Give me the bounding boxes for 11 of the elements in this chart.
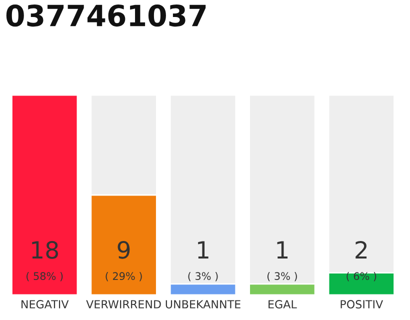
data-label: 1 ( 3% )	[188, 241, 218, 282]
x-tick-label: EGAL	[268, 300, 297, 308]
data-label: 2 ( 6% )	[346, 240, 376, 282]
data-label: 9 ( 29% )	[106, 240, 142, 282]
chart-title: 0377461037	[6, 4, 206, 27]
data-label: 18 ( 58% )	[26, 240, 63, 282]
data-label: 1 ( 3% )	[267, 241, 297, 282]
x-tick-label: UNBEKANNTE	[166, 300, 240, 308]
x-tick-label: NEGATIV	[22, 300, 69, 308]
x-tick-label: VERWIRREND	[86, 300, 161, 308]
x-tick-label: POSITIV	[340, 300, 384, 308]
